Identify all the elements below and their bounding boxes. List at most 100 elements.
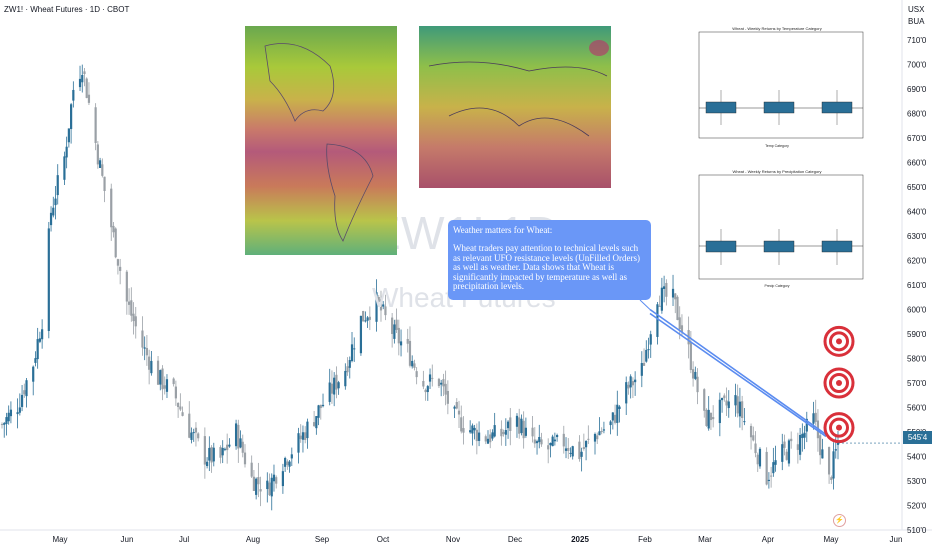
time-tick-label: 2025 xyxy=(571,535,589,544)
candle-body xyxy=(696,376,699,393)
price-tick-label: 650'0 xyxy=(907,183,927,192)
price-tick-label: 620'0 xyxy=(907,257,927,266)
candle-body xyxy=(110,188,113,228)
candle-body xyxy=(319,404,322,409)
candle-body xyxy=(553,439,556,442)
candle-body xyxy=(547,445,550,450)
candle-body xyxy=(413,363,416,368)
candle-body xyxy=(663,286,666,289)
candle-body xyxy=(275,477,278,484)
candle-body xyxy=(116,259,120,266)
time-tick-label: May xyxy=(52,535,67,544)
candle-body xyxy=(629,376,632,388)
candle-body xyxy=(551,436,554,447)
candle-body xyxy=(649,334,652,345)
time-tick-label: Jul xyxy=(179,535,189,544)
candle-body xyxy=(691,369,695,379)
price-axis[interactable]: 710'0 700'0 690'0 680'0 670'0 660'0 650'0 640'0… xyxy=(901,0,927,535)
time-tick-label: May xyxy=(823,535,838,544)
candle-body xyxy=(49,212,53,226)
candle-body xyxy=(379,299,383,311)
candle-body xyxy=(518,417,521,434)
candle-body xyxy=(509,417,512,431)
symbol-header[interactable]: ZW1! · Wheat Futures · 1D · CBOT xyxy=(4,5,130,14)
candle-body xyxy=(484,436,487,442)
candle-body xyxy=(504,430,507,435)
candle-body xyxy=(83,71,86,75)
candle-body xyxy=(549,442,552,446)
candle-body xyxy=(125,271,128,302)
price-tick-label: 540'0 xyxy=(907,453,927,462)
candle-body xyxy=(770,475,773,477)
candle-body xyxy=(774,460,777,465)
candle-body xyxy=(317,405,320,418)
candle-body xyxy=(127,301,131,305)
candle-body xyxy=(23,390,26,395)
candle-body xyxy=(821,449,824,459)
candle-body xyxy=(223,448,227,450)
candle-body xyxy=(723,395,726,399)
price-scale-header[interactable]: USX BUA xyxy=(908,4,924,28)
candle-body xyxy=(270,477,273,497)
candle-body xyxy=(181,412,184,416)
candle-body xyxy=(600,430,603,433)
candle-body xyxy=(538,436,541,443)
candle-body xyxy=(422,380,425,387)
candle-body xyxy=(738,401,742,417)
candle-body xyxy=(9,409,13,417)
candle-body xyxy=(805,418,808,432)
candle-body xyxy=(297,433,300,453)
candle-body xyxy=(266,480,269,490)
lightning-icon[interactable]: ⚡ xyxy=(833,514,846,527)
candle-body xyxy=(660,287,663,311)
candle-body xyxy=(159,370,162,385)
candle-body xyxy=(611,412,614,421)
candle-body xyxy=(337,382,340,389)
trendline-upper[interactable] xyxy=(649,308,827,436)
candle-body xyxy=(665,282,668,297)
candle-body xyxy=(397,327,400,344)
candle-body xyxy=(194,427,198,433)
candle-body xyxy=(749,425,753,438)
time-tick-label: Oct xyxy=(377,535,390,544)
candle-body xyxy=(148,356,151,370)
price-tick-label: 560'0 xyxy=(907,404,927,413)
candle-body xyxy=(469,430,472,433)
candle-body xyxy=(736,396,739,414)
price-tick-label: 630'0 xyxy=(907,232,927,241)
candle-body xyxy=(143,347,146,349)
candle-body xyxy=(281,471,284,487)
candle-body xyxy=(377,297,380,302)
candle-body xyxy=(228,444,231,447)
candle-body xyxy=(393,324,396,339)
trendline-lower[interactable] xyxy=(649,312,827,438)
candle-body xyxy=(368,316,371,320)
time-axis[interactable]: May Jun Jul Aug Sep Oct Nov Dec 2025 Feb Mar Apr May… xyxy=(0,529,932,544)
candle-body xyxy=(362,311,365,322)
candle-body xyxy=(642,362,646,366)
candle-body xyxy=(330,383,334,394)
callout-pointer xyxy=(639,299,651,310)
candle-body xyxy=(772,462,775,474)
candle-body xyxy=(25,380,28,397)
candle-body xyxy=(346,366,349,373)
candle-body xyxy=(179,406,182,410)
price-tick-label: 610'0 xyxy=(907,281,927,290)
candle-body xyxy=(408,340,412,366)
candle-body xyxy=(0,424,4,426)
candle-body xyxy=(734,395,737,406)
candle-body xyxy=(391,317,394,335)
trendline[interactable] xyxy=(639,299,827,438)
candle-body xyxy=(18,407,21,413)
candle-body xyxy=(132,313,135,322)
candle-body xyxy=(221,447,224,456)
candle-body xyxy=(63,156,66,180)
candle-body xyxy=(627,384,630,389)
boxplot-xlabel: Precip Category xyxy=(764,284,790,288)
candle-body xyxy=(197,433,200,439)
candle-body xyxy=(489,434,492,443)
candle-body xyxy=(676,296,679,320)
annotation-callout[interactable]: Weather matters for Wheat: Wheat traders… xyxy=(448,220,651,300)
candle-body xyxy=(399,341,403,346)
candle-body xyxy=(306,421,309,439)
